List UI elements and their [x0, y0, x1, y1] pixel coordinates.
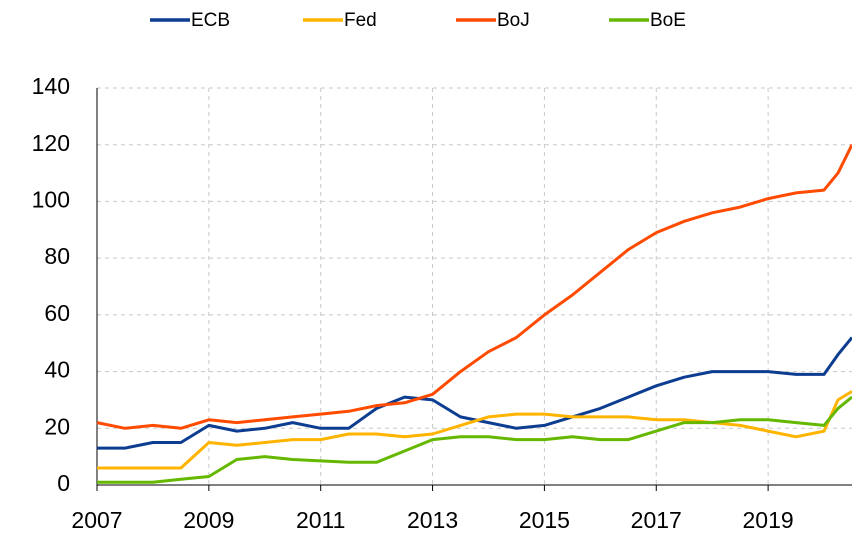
x-tick-label: 2019	[743, 507, 794, 533]
y-tick-label: 80	[44, 243, 70, 269]
x-tick-label: 2015	[519, 507, 570, 533]
y-tick-label: 100	[32, 187, 70, 213]
series-line	[97, 395, 852, 484]
x-tick-label: 2007	[71, 507, 122, 533]
legend-label: BoJ	[497, 10, 530, 31]
y-tick-label: 140	[32, 73, 70, 99]
x-tick-label: 2009	[183, 507, 234, 533]
series-line	[96, 144, 852, 430]
y-tick-label: 60	[44, 300, 70, 326]
legend-label: ECB	[191, 10, 230, 31]
x-tick-label: 2017	[631, 507, 682, 533]
x-tick-label: 2011	[296, 507, 345, 533]
y-tick-label: 0	[57, 470, 70, 496]
x-tick-label: 2013	[407, 507, 458, 533]
series-line	[97, 336, 852, 450]
legend-label: Fed	[344, 10, 377, 31]
y-tick-label: 120	[32, 130, 70, 156]
legend-label: BoE	[650, 10, 686, 31]
series-line	[97, 390, 852, 470]
y-tick-label: 20	[44, 413, 70, 439]
y-tick-label: 40	[44, 357, 70, 383]
